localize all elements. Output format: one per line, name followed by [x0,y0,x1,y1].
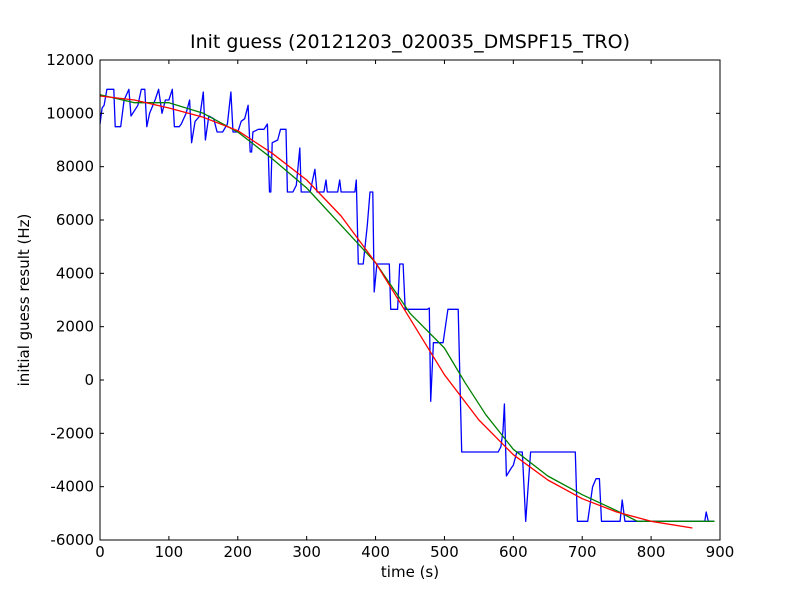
y-tick-label: -6000 [50,531,94,549]
series-line-0 [99,88,715,522]
ticks-layer: 0 100 200 300 400 500 600 700 800 900 -6000 -4000 -2… [46,51,734,561]
y-tick-label: -2000 [50,424,94,442]
x-tick-label: 0 [95,543,105,561]
y-tick-label: 6000 [56,211,94,229]
y-tick-label: 10000 [46,104,94,122]
series-line-2 [99,95,693,529]
x-tick-label: 100 [155,543,184,561]
x-tick-label: 200 [223,543,252,561]
x-tick-label: 400 [361,543,390,561]
y-axis-label: initial guess result (Hz) [15,214,33,387]
plot-frame [99,59,721,541]
y-tick-label: 0 [84,371,94,389]
y-tick-label: -4000 [50,478,94,496]
y-tick-label: 12000 [46,51,94,69]
x-tick-label: 700 [568,543,597,561]
series-layer [99,88,715,529]
x-tick-label: 900 [706,543,735,561]
y-tick-label: 2000 [56,318,94,336]
x-tick-label: 600 [499,543,528,561]
x-tick-label: 300 [292,543,321,561]
x-tick-label: 800 [637,543,666,561]
chart-title: Init guess (20121203_020035_DMSPF15_TRO) [190,31,630,53]
x-tick-label: 500 [430,543,459,561]
y-tick-label: 8000 [56,158,94,176]
x-axis-label: time (s) [381,563,439,581]
series-line-1 [99,94,715,522]
y-tick-label: 4000 [56,264,94,282]
